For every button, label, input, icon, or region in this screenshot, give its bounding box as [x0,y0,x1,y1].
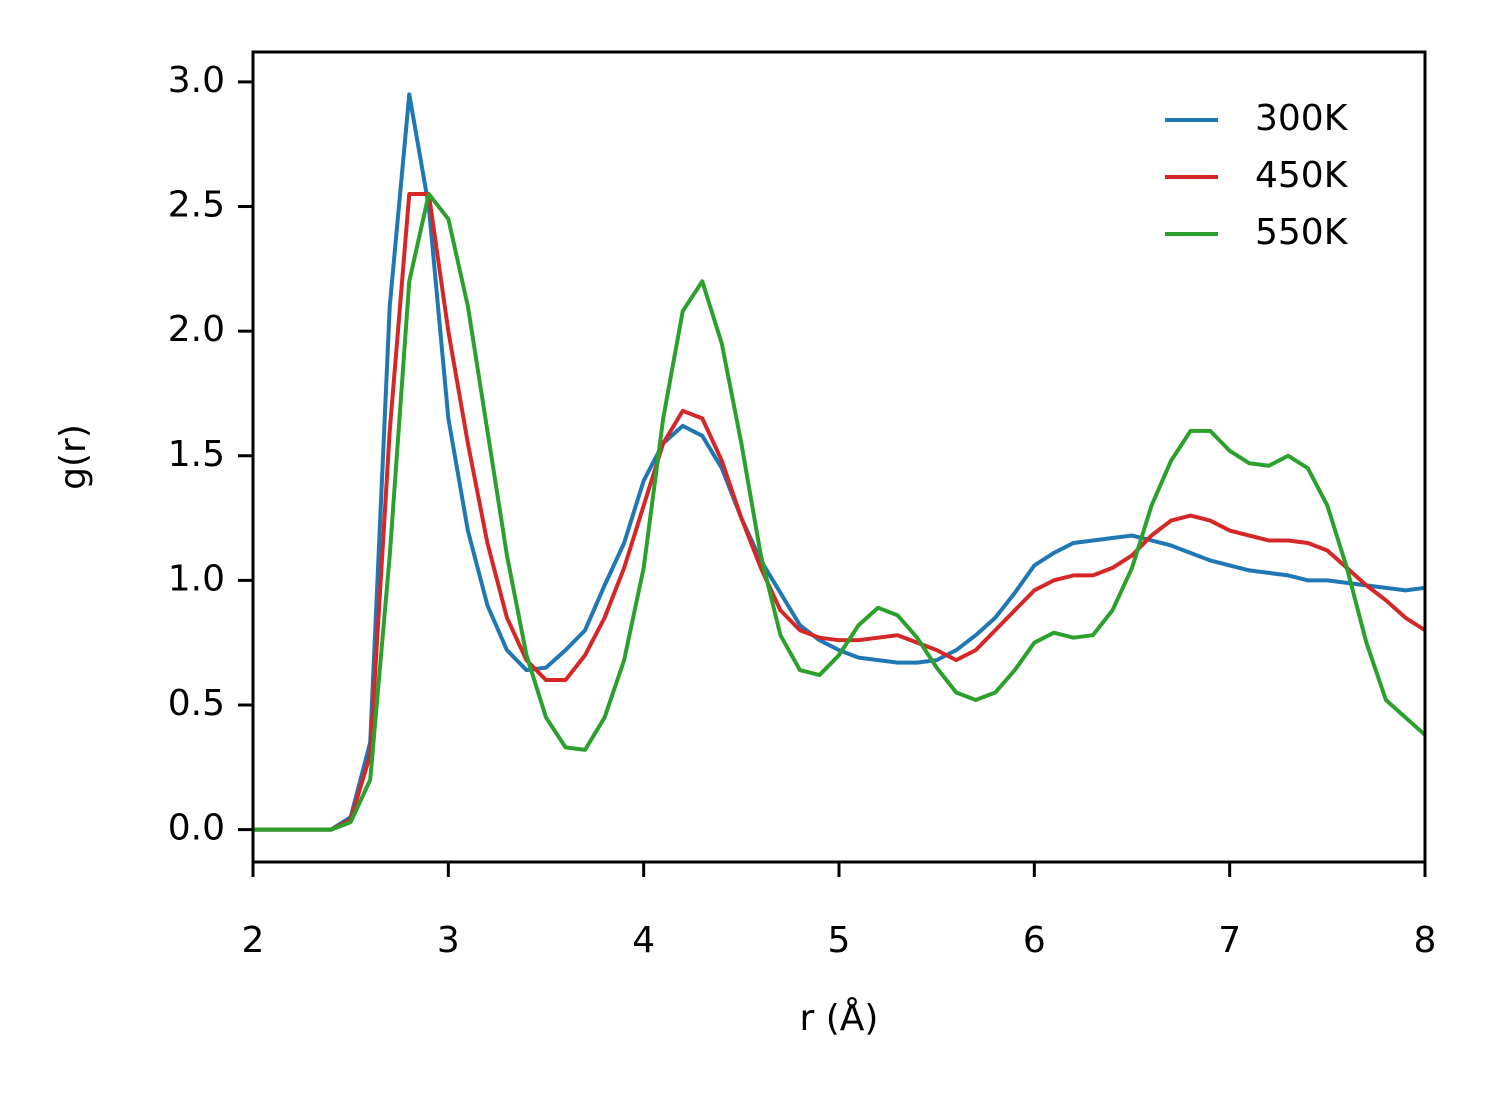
y-tick-label: 3.0 [168,60,225,101]
y-tick-label: 1.0 [168,558,225,599]
y-tick-label: 1.5 [168,434,225,475]
legend-label: 550K [1255,212,1349,253]
x-tick-label: 3 [437,920,460,961]
y-tick-label: 0.5 [168,683,225,724]
x-tick-label: 8 [1414,920,1437,961]
data-line [253,192,1425,832]
y-axis-label: g(r) [53,424,94,490]
plot-frame [251,50,1427,864]
x-tick-label: 2 [242,920,265,961]
legend-label: 450K [1255,155,1349,196]
x-axis-label: r (Å) [800,996,879,1039]
x-tick-label: 7 [1218,920,1241,961]
x-tick-label: 6 [1023,920,1046,961]
y-tick-label: 2.0 [168,309,225,350]
y-tick-label: 2.5 [168,185,225,226]
data-line [253,192,1425,832]
y-tick-label: 0.0 [168,808,225,849]
legend-label: 300K [1255,98,1349,139]
x-tick-label: 5 [828,920,851,961]
data-line [253,92,1425,832]
x-tick-label: 4 [632,920,655,961]
